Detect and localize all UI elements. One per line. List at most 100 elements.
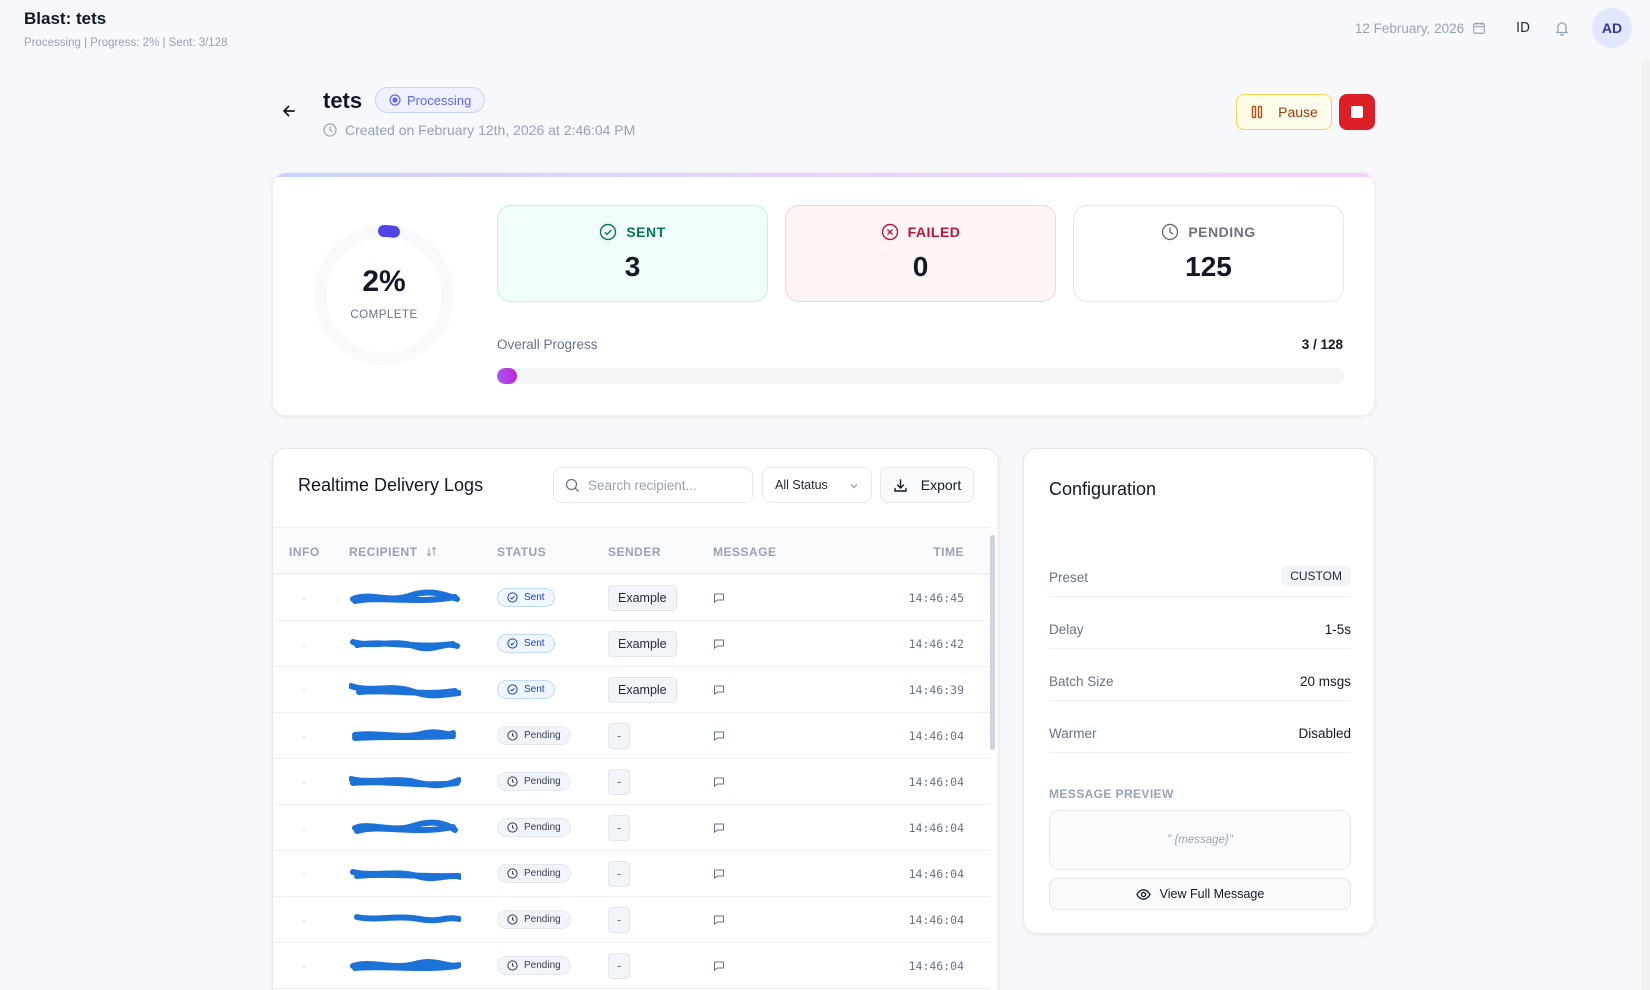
clock-icon <box>507 960 518 971</box>
message-square-icon[interactable] <box>713 592 725 604</box>
row-status-label: Pending <box>524 914 561 925</box>
config-batch-row: Batch Size 20 msgs <box>1049 664 1351 701</box>
row-message[interactable] <box>713 851 725 897</box>
table-row[interactable]: - Pending - 14:46:04 <box>273 805 990 851</box>
table-row[interactable]: - Sent Example 14:46:45 <box>273 575 990 621</box>
table-scrollbar[interactable] <box>990 535 995 990</box>
table-row[interactable]: - Pending - 14:46:04 <box>273 713 990 759</box>
recipient-redacted <box>349 667 467 713</box>
redaction-scribble <box>354 914 461 924</box>
clock-icon <box>507 868 518 879</box>
redaction-scribble <box>350 869 461 882</box>
failed-label: FAILED <box>907 224 961 240</box>
view-full-message-button[interactable]: View Full Message <box>1049 878 1351 910</box>
row-status-label: Sent <box>524 592 545 603</box>
date-display[interactable]: 12 February, 2026 <box>1354 20 1465 36</box>
row-sender: Example <box>608 677 677 703</box>
row-time: 14:46:04 <box>908 867 964 881</box>
stop-button[interactable] <box>1339 94 1375 130</box>
recipient-redacted <box>349 575 467 621</box>
progress-bar-fill <box>497 368 517 384</box>
row-message[interactable] <box>713 713 725 759</box>
stats-card: 2% COMPLETE SENT 3 FAILED 0 PENDING 125 … <box>272 172 1375 416</box>
message-square-icon[interactable] <box>713 914 725 926</box>
sent-label: SENT <box>626 224 666 240</box>
row-message[interactable] <box>713 897 725 943</box>
row-info: - <box>302 959 306 973</box>
message-square-icon[interactable] <box>713 776 725 788</box>
message-square-icon[interactable] <box>713 868 725 880</box>
pause-label: Pause <box>1278 104 1318 120</box>
column-recipient-label: RECIPIENT <box>349 545 418 559</box>
row-message[interactable] <box>713 667 725 713</box>
top-right-controls: 12 February, 2026 ID AD <box>1355 8 1632 48</box>
page-scrollbar[interactable] <box>1642 60 1650 990</box>
clock-icon <box>323 123 337 137</box>
table-row[interactable]: - Pending - 14:46:04 <box>273 851 990 897</box>
row-message[interactable] <box>713 575 725 621</box>
scrollbar-thumb[interactable] <box>990 535 995 750</box>
column-info: INFO <box>289 545 320 559</box>
row-time: 14:46:04 <box>908 913 964 927</box>
check-circle-icon <box>507 684 518 695</box>
avatar[interactable]: AD <box>1592 8 1632 48</box>
row-sender: Example <box>608 631 677 657</box>
message-square-icon[interactable] <box>713 960 725 972</box>
row-sender: - <box>608 769 631 795</box>
recipient-redacted <box>349 621 467 667</box>
search-field[interactable] <box>553 467 753 503</box>
language-switch[interactable]: ID <box>1516 20 1530 36</box>
message-square-icon[interactable] <box>713 638 725 650</box>
created-info: Created on February 12th, 2026 at 2:46:0… <box>323 122 635 138</box>
bell-icon[interactable] <box>1554 20 1570 36</box>
clock-icon <box>507 730 518 741</box>
row-time: 14:46:04 <box>908 729 964 743</box>
preset-tag: CUSTOM <box>1281 566 1351 586</box>
chevron-down-icon <box>850 484 858 489</box>
app-title: Blast: tets <box>24 9 107 28</box>
row-status-label: Pending <box>524 730 561 741</box>
overall-progress-count: 3 / 128 <box>1301 337 1343 352</box>
check-circle-icon <box>507 638 518 649</box>
message-preview-label: MESSAGE PREVIEW <box>1049 787 1174 801</box>
redaction-scribble <box>350 589 460 604</box>
table-row[interactable]: - Pending - 14:46:04 <box>273 943 990 989</box>
batch-size-label: Batch Size <box>1049 674 1114 689</box>
table-row[interactable]: - Sent Example 14:46:39 <box>273 667 990 713</box>
search-input[interactable] <box>588 477 738 493</box>
row-message[interactable] <box>713 621 725 667</box>
row-sender: - <box>608 907 631 933</box>
column-time: TIME <box>933 545 964 559</box>
row-message[interactable] <box>713 805 725 851</box>
pause-button[interactable]: Pause <box>1236 94 1332 130</box>
recipient-redacted <box>349 805 467 851</box>
table-row[interactable]: - Pending - 14:46:04 <box>273 897 990 943</box>
row-message[interactable] <box>713 943 725 989</box>
row-message[interactable] <box>713 759 725 805</box>
status-filter-select[interactable]: All Status <box>762 467 872 503</box>
pending-value: 125 <box>1185 251 1232 282</box>
warmer-value: Disabled <box>1298 726 1351 741</box>
overall-progress-label: Overall Progress <box>497 337 598 352</box>
export-button[interactable]: Export <box>880 467 974 503</box>
column-recipient[interactable]: RECIPIENT <box>349 545 437 559</box>
table-row[interactable]: - Pending - 14:46:04 <box>273 759 990 805</box>
check-circle-icon <box>507 592 518 603</box>
failed-value: 0 <box>912 251 929 282</box>
complete-label: COMPLETE <box>350 309 418 321</box>
search-icon <box>565 478 579 492</box>
message-square-icon[interactable] <box>713 730 725 742</box>
status-filter-value: All Status <box>775 478 828 492</box>
message-square-icon[interactable] <box>713 684 725 696</box>
eye-icon <box>1135 888 1151 900</box>
calendar-icon[interactable] <box>1472 21 1486 35</box>
logs-title: Realtime Delivery Logs <box>298 475 484 495</box>
configuration-card: Configuration Preset CUSTOM Delay 1-5s B… <box>1023 448 1375 934</box>
recipient-redacted <box>349 759 467 805</box>
pause-icon <box>1251 105 1263 119</box>
arrow-left-icon[interactable] <box>280 102 298 120</box>
table-row[interactable]: - Sent Example 14:46:42 <box>273 621 990 667</box>
message-square-icon[interactable] <box>713 822 725 834</box>
sort-icon[interactable] <box>426 546 437 557</box>
row-sender: - <box>608 861 631 887</box>
